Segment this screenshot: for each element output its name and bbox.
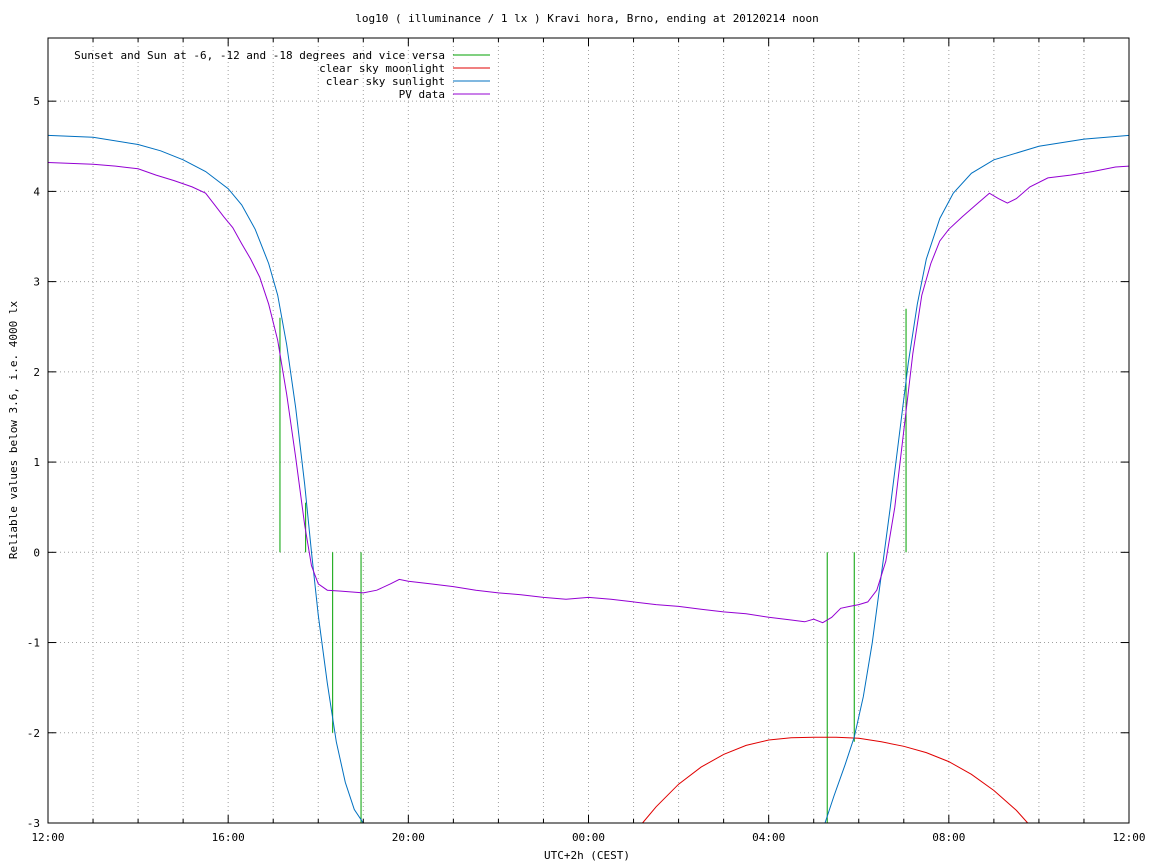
chart-title: log10 ( illuminance / 1 lx ) Kravi hora,…	[355, 12, 819, 25]
x-tick-label: 08:00	[932, 831, 965, 844]
y-tick-label: 2	[33, 366, 40, 379]
x-tick-label: 16:00	[212, 831, 245, 844]
y-tick-label: 4	[33, 185, 40, 198]
series-3	[47, 162, 1130, 624]
x-tick-label: 04:00	[752, 831, 785, 844]
legend-label: clear sky moonlight	[319, 62, 445, 75]
y-tick-label: 5	[33, 95, 40, 108]
series-line	[47, 134, 1130, 824]
legend-label: clear sky sunlight	[326, 75, 445, 88]
y-tick-label: 3	[33, 276, 40, 289]
series-line	[642, 736, 1029, 824]
series-1	[642, 736, 1029, 824]
y-tick-label: -1	[27, 637, 40, 650]
y-tick-label: 0	[33, 546, 40, 559]
y-tick-label: 1	[33, 456, 40, 469]
series-layer	[47, 134, 1130, 824]
series-line	[47, 162, 1130, 624]
series-2	[47, 134, 1130, 824]
x-axis-label: UTC+2h (CEST)	[544, 849, 630, 862]
y-axis-label: Reliable values below 3.6, i.e. 4000 lx	[7, 300, 20, 559]
x-tick-label: 12:00	[31, 831, 64, 844]
legend-label: PV data	[399, 88, 445, 101]
grid-layer	[48, 38, 1129, 823]
legend: Sunset and Sun at -6, -12 and -18 degree…	[74, 49, 490, 101]
x-tick-label: 20:00	[392, 831, 425, 844]
ticks-layer: 12:00 16:00 20:00 00:00 04:00 08:00 12:00-3-2-…	[27, 38, 1146, 844]
x-tick-label: 00:00	[572, 831, 605, 844]
y-tick-label: -3	[27, 817, 40, 830]
legend-label: Sunset and Sun at -6, -12 and -18 degree…	[74, 49, 445, 62]
y-tick-label: -2	[27, 727, 40, 740]
x-tick-label: 12:00	[1112, 831, 1145, 844]
